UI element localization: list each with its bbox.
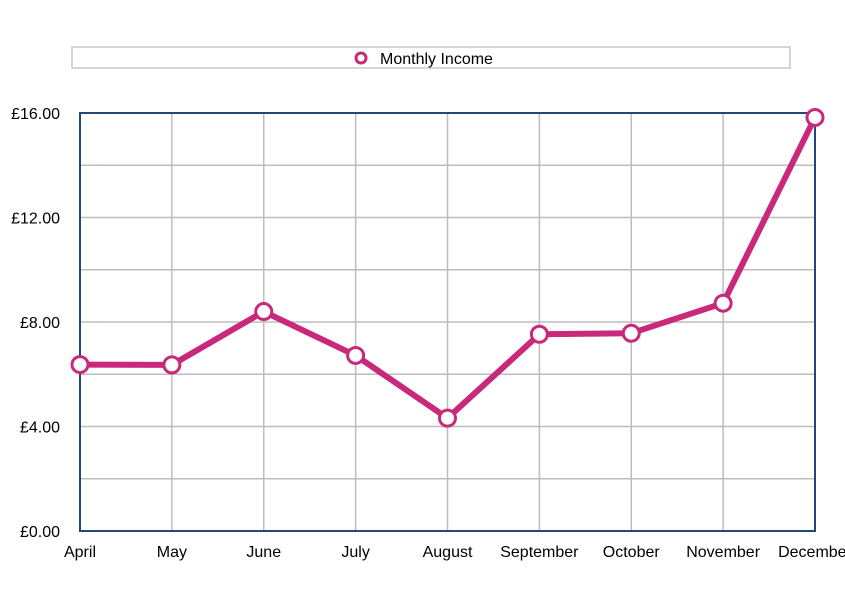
y-tick-label: £4.00 [20, 420, 60, 437]
data-point [529, 324, 549, 344]
x-tick-label: December [778, 544, 845, 561]
legend-box [71, 46, 791, 69]
data-point [713, 293, 733, 313]
data-point [346, 345, 366, 365]
y-tick-label: £0.00 [20, 524, 60, 541]
legend-marker-icon [354, 51, 368, 65]
data-point [162, 355, 182, 375]
x-tick-label: November [686, 544, 760, 561]
data-point [254, 302, 274, 322]
x-tick-label: April [64, 544, 96, 561]
x-tick-label: May [157, 544, 187, 561]
plot-frame [79, 112, 816, 532]
data-point [805, 107, 825, 127]
x-tick-label: July [341, 544, 369, 561]
x-tick-label: September [500, 544, 579, 561]
y-tick-label: £8.00 [20, 315, 60, 332]
data-point [621, 323, 641, 343]
x-tick-label: June [246, 544, 281, 561]
y-tick-label: £16.00 [11, 106, 60, 123]
y-tick-label: £12.00 [11, 211, 60, 228]
x-tick-label: August [423, 544, 473, 561]
legend-label: Monthly Income [380, 51, 493, 68]
legend: Monthly Income [71, 46, 791, 69]
data-point [70, 355, 90, 375]
data-point [438, 408, 457, 428]
x-tick-label: October [603, 544, 661, 561]
